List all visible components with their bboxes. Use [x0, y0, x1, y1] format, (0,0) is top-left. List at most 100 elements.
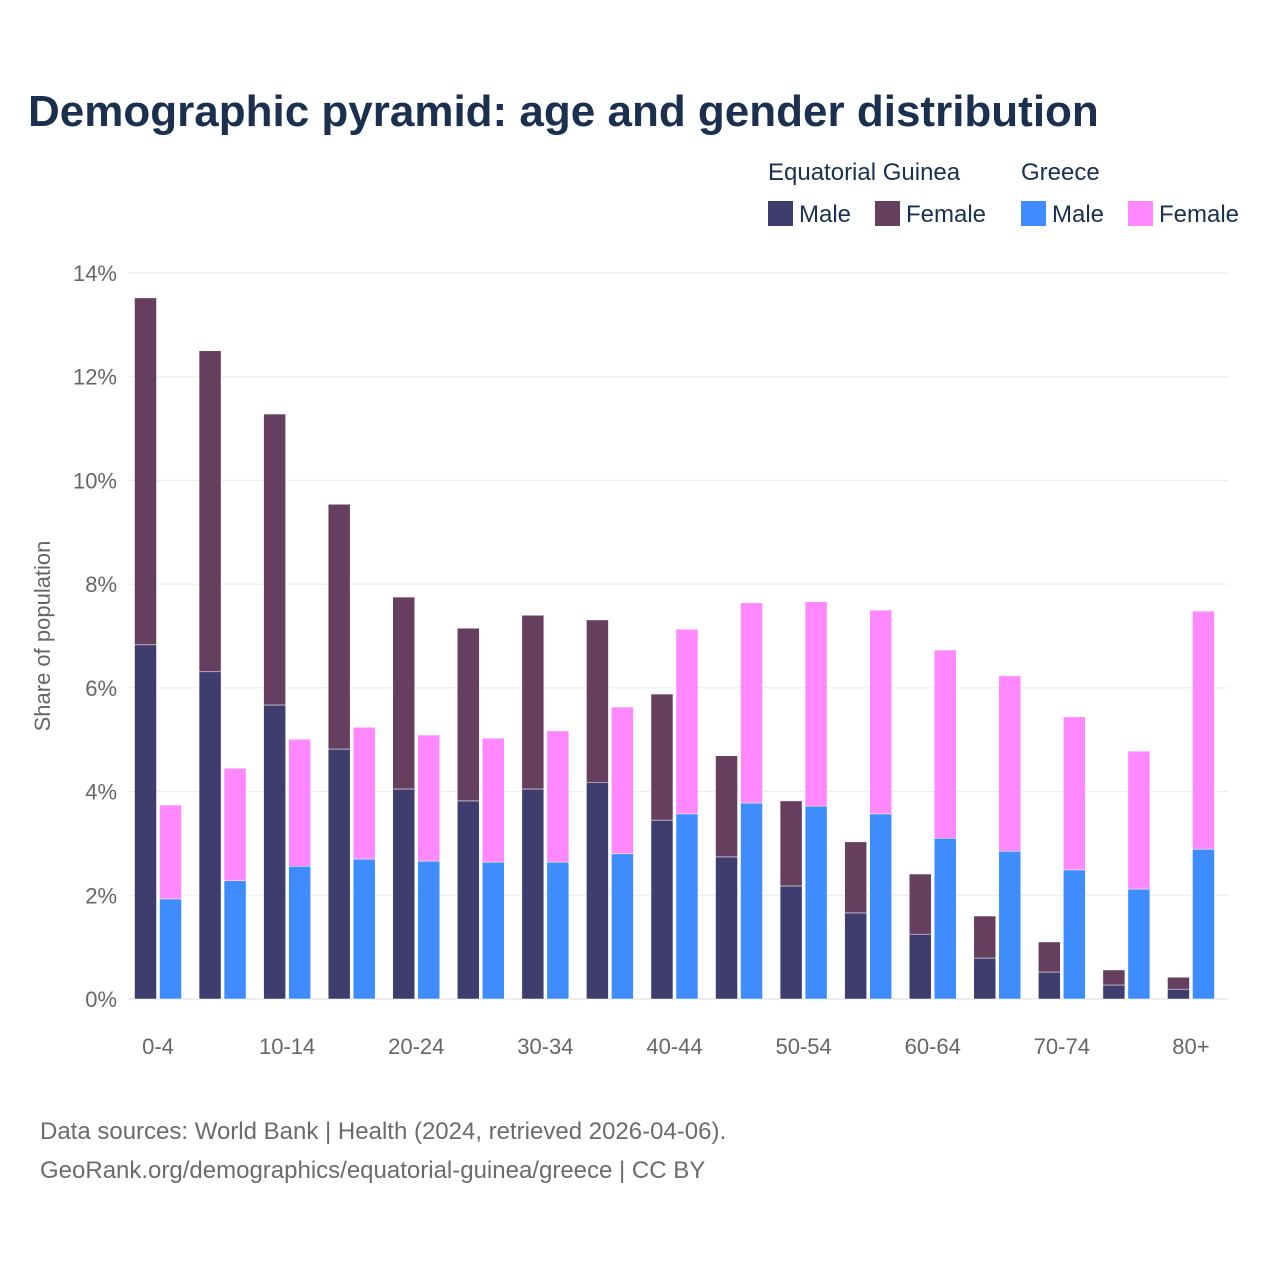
bar-gr-male-40-44 [675, 813, 699, 1000]
bar-eg-female-55-59 [844, 841, 867, 914]
bar-eg-male-5-9 [198, 671, 222, 1000]
y-tick-label: 14% [73, 261, 117, 286]
bar-eg-female-65-69 [973, 915, 997, 959]
bar-eg-female-75-79 [1102, 969, 1126, 986]
legend-swatch-eg-female [875, 201, 900, 226]
x-tick-label: 70-74 [1034, 1034, 1090, 1059]
y-tick-label: 8% [85, 572, 117, 597]
legend-label-eg-female: Female [906, 201, 986, 228]
bar-eg-male-0-4 [134, 644, 157, 1000]
legend-label-gr-female: Female [1159, 201, 1239, 228]
bar-gr-male-20-24 [417, 860, 440, 1000]
bar-eg-female-20-24 [392, 596, 415, 790]
bar-gr-male-50-54 [804, 805, 828, 1000]
bar-eg-male-15-19 [327, 748, 351, 1000]
bar-gr-female-25-29 [482, 737, 505, 863]
y-tick-label: 10% [73, 468, 117, 493]
bar-eg-female-40-44 [650, 693, 674, 821]
bar-eg-female-45-49 [715, 755, 738, 858]
x-tick-label: 10-14 [259, 1034, 315, 1059]
bar-eg-female-5-9 [198, 350, 222, 673]
bar-eg-female-70-74 [1038, 941, 1061, 973]
chart-title: Demographic pyramid: age and gender dist… [28, 87, 1099, 136]
bar-gr-female-55-59 [869, 609, 892, 815]
bar-eg-male-50-54 [779, 885, 803, 1000]
attribution-line: GeoRank.org/demographics/equatorial-guin… [40, 1157, 705, 1184]
y-tick-label: 12% [73, 365, 117, 390]
bar-eg-male-40-44 [650, 819, 674, 1000]
bar-gr-male-80+ [1192, 848, 1215, 1000]
bar-gr-female-0-4 [159, 804, 182, 900]
bar-eg-male-70-74 [1038, 971, 1061, 1000]
bar-gr-male-75-79 [1127, 888, 1151, 1000]
x-tick-label: 50-54 [775, 1034, 831, 1059]
bar-gr-male-65-69 [998, 850, 1022, 1000]
bar-gr-female-40-44 [675, 629, 699, 815]
x-tick-label: 40-44 [646, 1034, 702, 1059]
bar-eg-female-15-19 [327, 504, 351, 750]
x-tick-label: 80+ [1172, 1034, 1209, 1059]
bar-gr-female-65-69 [998, 675, 1022, 852]
x-tick-label: 60-64 [905, 1034, 961, 1059]
bar-gr-female-5-9 [223, 767, 247, 882]
bar-eg-male-45-49 [715, 856, 738, 1000]
bar-eg-female-0-4 [134, 297, 157, 646]
legend-label-eg-male: Male [799, 201, 851, 228]
bar-gr-female-60-64 [933, 649, 957, 839]
y-tick-label: 0% [85, 987, 117, 1012]
bar-gr-male-45-49 [740, 802, 763, 1000]
bar-gr-male-55-59 [869, 813, 892, 1000]
y-tick-label: 6% [85, 676, 117, 701]
y-tick-label: 4% [85, 780, 117, 805]
bar-gr-male-35-39 [611, 853, 634, 1000]
bar-gr-male-60-64 [933, 837, 957, 1000]
bar-eg-male-75-79 [1102, 984, 1126, 1000]
bar-eg-male-65-69 [973, 957, 997, 1000]
bar-eg-female-35-39 [586, 619, 609, 783]
source-line: Data sources: World Bank | Health (2024,… [40, 1118, 726, 1145]
bar-eg-female-60-64 [908, 873, 932, 935]
bars [134, 297, 1215, 1000]
bar-eg-male-55-59 [844, 912, 867, 1000]
bar-eg-male-10-14 [263, 704, 286, 1000]
x-tick-label: 0-4 [142, 1034, 174, 1059]
legend: Equatorial Guinea Greece Male Female Mal… [768, 159, 1239, 228]
bar-gr-male-25-29 [482, 861, 505, 1000]
bar-eg-male-35-39 [586, 781, 609, 1000]
bar-eg-female-25-29 [457, 627, 480, 802]
legend-label-gr-male: Male [1052, 201, 1104, 228]
bar-gr-male-30-34 [546, 861, 570, 1000]
bar-eg-male-60-64 [908, 933, 932, 1000]
bar-gr-female-15-19 [352, 727, 376, 860]
bar-gr-male-10-14 [288, 865, 311, 1000]
bar-gr-female-35-39 [611, 706, 634, 855]
bar-gr-male-0-4 [159, 898, 182, 1000]
legend-swatch-gr-female [1128, 201, 1153, 226]
bar-eg-male-30-34 [521, 788, 545, 1000]
bar-eg-male-25-29 [457, 800, 480, 1000]
bar-eg-female-30-34 [521, 615, 545, 790]
legend-group-greece: Greece [1021, 159, 1100, 186]
bar-eg-male-20-24 [392, 788, 415, 1000]
bar-gr-female-50-54 [804, 601, 828, 807]
bar-gr-female-10-14 [288, 738, 311, 867]
bar-gr-female-75-79 [1127, 750, 1151, 890]
bar-gr-male-15-19 [352, 858, 376, 1000]
x-tick-label: 30-34 [517, 1034, 573, 1059]
bar-gr-male-5-9 [223, 880, 247, 1000]
legend-group-equatorial-guinea: Equatorial Guinea [768, 159, 961, 186]
bar-gr-female-80+ [1192, 610, 1215, 850]
y-axis-label: Share of population [30, 541, 55, 732]
bar-eg-female-80+ [1167, 976, 1190, 990]
bar-gr-female-70-74 [1063, 716, 1086, 871]
bar-eg-female-10-14 [263, 413, 286, 706]
bar-eg-female-50-54 [779, 800, 803, 887]
y-tick-label: 2% [85, 883, 117, 908]
bar-gr-female-30-34 [546, 730, 570, 863]
bar-gr-female-20-24 [417, 734, 440, 862]
x-tick-label: 20-24 [388, 1034, 444, 1059]
bar-eg-male-80+ [1167, 988, 1190, 1000]
y-axis-ticks: 0% 2% 4% 6% 8% 10% 12% 14% [73, 261, 117, 1012]
legend-swatch-gr-male [1021, 201, 1046, 226]
